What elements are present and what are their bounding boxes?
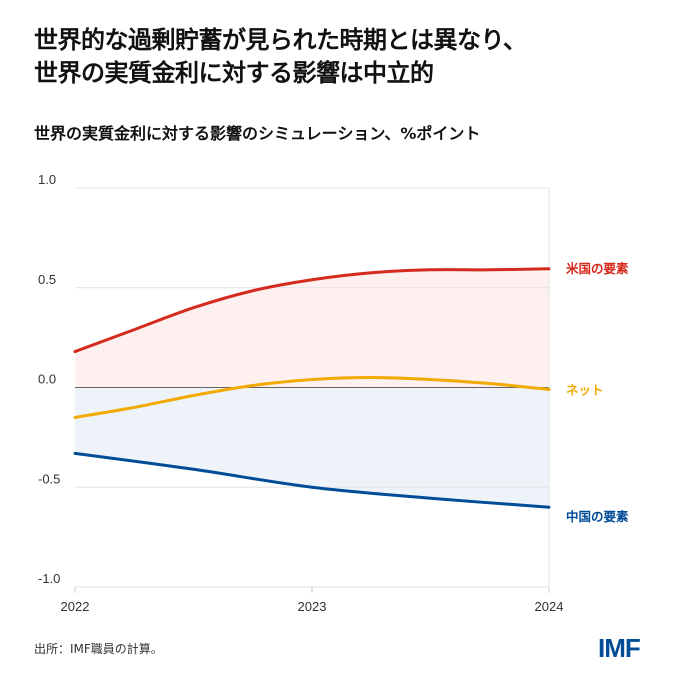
series-line-1 [73, 376, 551, 419]
imf-logo: IMF [598, 633, 641, 663]
title-line-1: 世界的な過剰貯蓄が見られた時期とは異なり、 [34, 26, 527, 54]
series-label-0: 米国の要素 [565, 261, 629, 276]
series-label-2: 中国の要素 [566, 509, 629, 524]
series-line-2 [73, 451, 551, 509]
area-fill-0 [75, 268, 549, 388]
series-line-0 [73, 267, 551, 354]
chart-subtitle: 世界の実質金利に対する影響のシミュレーション、%ポイント [34, 124, 481, 143]
y-tick-label: 1.0 [38, 172, 56, 187]
chart-title: 世界的な過剰貯蓄が見られた時期とは異なり、 世界の実質金利に対する影響は中立的 [34, 24, 527, 90]
x-tick-label: 2024 [535, 599, 564, 614]
y-tick-label: 0.0 [38, 372, 56, 387]
area-fill-2 [75, 387, 549, 508]
y-tick-label: 0.5 [38, 272, 56, 287]
title-line-2: 世界の実質金利に対する影響は中立的 [34, 59, 434, 87]
y-tick-label: -1.0 [38, 571, 60, 586]
series-label-1: ネット [566, 382, 604, 397]
source-note: 出所：IMF職員の計算。 [34, 642, 163, 656]
x-tick-label: 2022 [61, 599, 90, 614]
y-tick-label: -0.5 [38, 471, 60, 486]
x-tick-label: 2023 [298, 599, 327, 614]
